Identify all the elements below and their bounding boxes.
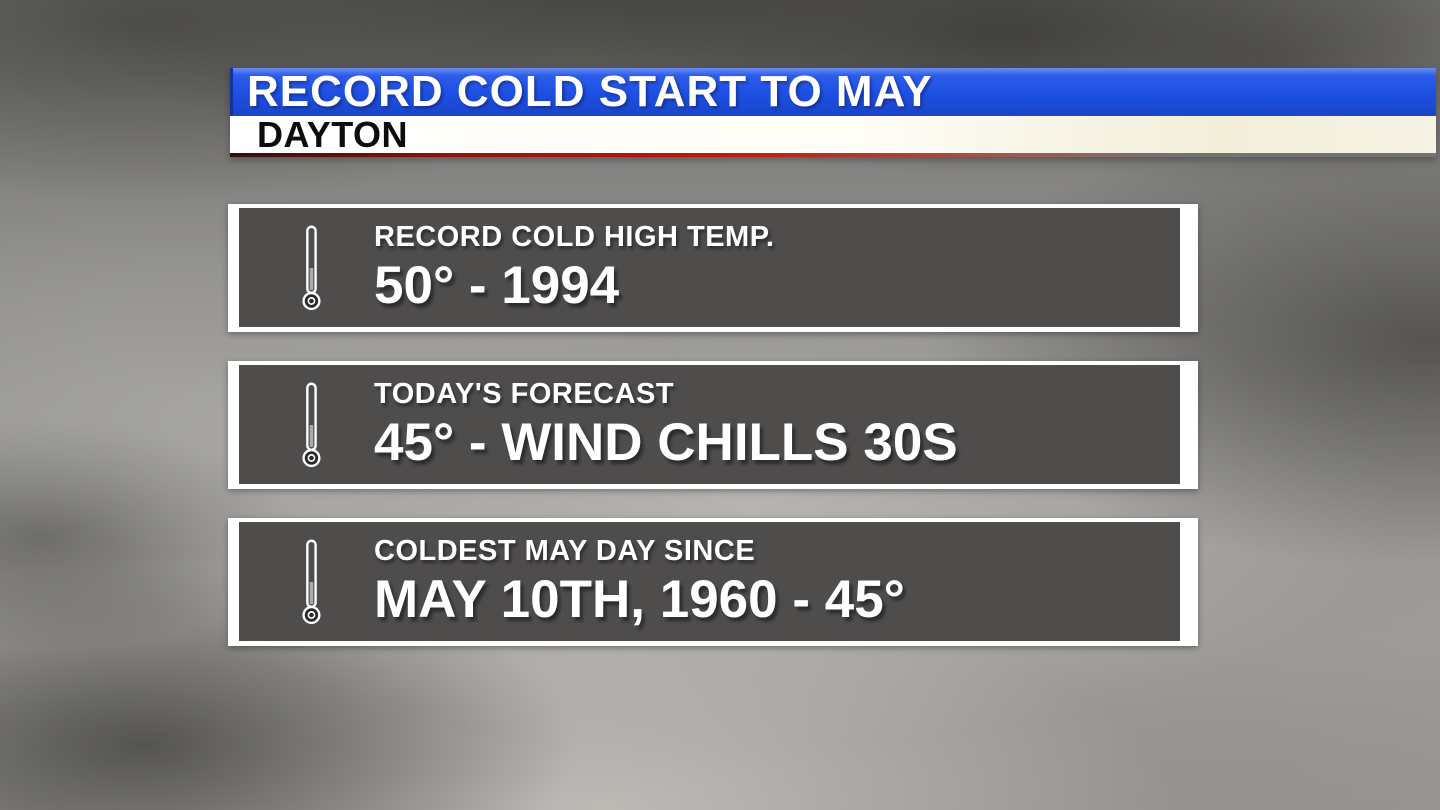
thermometer-icon	[302, 539, 321, 624]
panel-value: 45° - WIND CHILLS 30S	[374, 412, 958, 472]
headline-banner: RECORD COLD START TO MAY DAYTON	[230, 68, 1436, 157]
panel-text: COLDEST MAY DAY SINCE MAY 10TH, 1960 - 4…	[374, 535, 905, 628]
panel-text: TODAY'S FORECAST 45° - WIND CHILLS 30S	[374, 378, 958, 471]
info-panel-body: COLDEST MAY DAY SINCE MAY 10TH, 1960 - 4…	[239, 522, 1180, 641]
panel-value: MAY 10TH, 1960 - 45°	[374, 569, 905, 629]
panel-label: COLDEST MAY DAY SINCE	[374, 535, 756, 568]
thermometer-icon	[302, 382, 321, 467]
location-label: DAYTON	[257, 114, 409, 155]
headline-bar: RECORD COLD START TO MAY	[230, 68, 1436, 116]
location-bar: DAYTON	[230, 116, 1436, 153]
panel-label: TODAY'S FORECAST	[374, 378, 675, 411]
accent-underline	[230, 153, 1436, 157]
panel-text: RECORD COLD HIGH TEMP. 50° - 1994	[374, 221, 774, 314]
thermometer-icon	[302, 225, 321, 310]
panel-value: 50° - 1994	[374, 255, 620, 315]
info-panel-body: TODAY'S FORECAST 45° - WIND CHILLS 30S	[239, 365, 1180, 484]
info-panel-record-cold-high: RECORD COLD HIGH TEMP. 50° - 1994	[228, 204, 1198, 332]
info-panel-body: RECORD COLD HIGH TEMP. 50° - 1994	[239, 208, 1180, 327]
panel-label: RECORD COLD HIGH TEMP.	[374, 221, 775, 254]
headline-title: RECORD COLD START TO MAY	[247, 67, 933, 116]
info-panel-coldest-may-day: COLDEST MAY DAY SINCE MAY 10TH, 1960 - 4…	[228, 518, 1198, 646]
info-panel-todays-forecast: TODAY'S FORECAST 45° - WIND CHILLS 30S	[228, 361, 1198, 489]
